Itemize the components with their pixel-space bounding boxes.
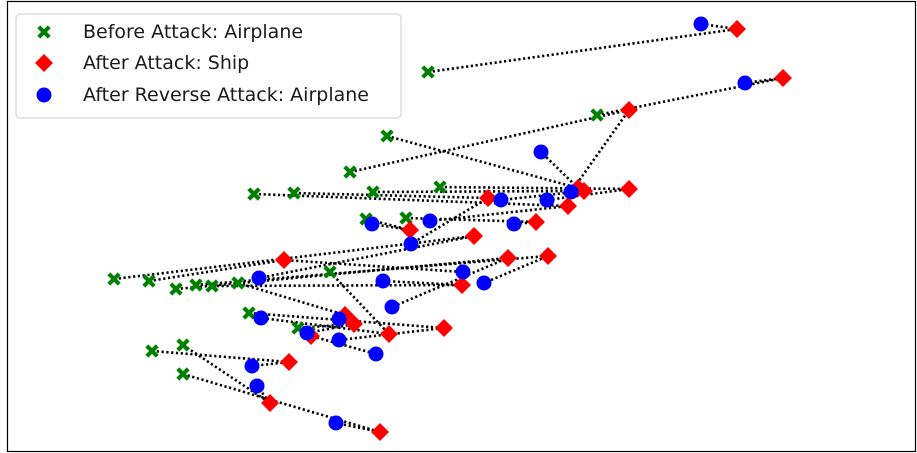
reverse-attack-marker [253,310,269,326]
reverse-attack-marker [493,192,509,208]
connector-line [427,22,738,74]
reverse-attack-marker [328,415,344,431]
reverse-attack-marker [251,270,267,286]
after-attack-marker [261,394,279,412]
before-attack-marker [399,211,413,225]
legend-box [15,13,402,119]
after-attack-marker [465,227,483,245]
before-attack-marker [287,186,301,200]
after-attack-marker [371,423,389,441]
before-attack-marker [189,278,203,292]
after-attack-marker [539,247,557,265]
after-attack-marker [499,249,517,267]
before-attack-marker [380,129,394,143]
after-attack-marker [435,319,453,337]
before-attack-marker [169,282,183,296]
marker-layer [107,16,792,441]
after-attack-marker [620,180,638,198]
connector-line [182,343,272,405]
legend-label-before: Before Attack: Airplane [83,21,303,43]
before-attack-marker [242,306,256,320]
reverse-attack-marker [533,144,549,160]
reverse-attack-marker [563,184,579,200]
legend: Before Attack: Airplane After Attack: Sh… [15,13,402,119]
after-attack-marker [559,197,577,215]
connector-line [297,322,355,335]
legend-x-icon [37,25,51,39]
after-attack-marker [575,182,593,200]
reverse-attack-marker [299,325,315,341]
before-attack-marker [145,344,159,358]
after-attack-marker [345,315,363,333]
reverse-attack-marker [331,332,347,348]
before-attack-marker [107,272,121,286]
after-attack-marker [527,213,545,231]
after-attack-marker [774,69,792,87]
after-attack-marker [280,353,298,371]
before-attack-marker [231,276,245,290]
reverse-attack-marker [249,378,265,394]
connector-line [175,256,509,309]
after-attack-marker [728,20,746,38]
reverse-attack-marker [384,299,400,315]
reverse-attack-marker [403,236,419,252]
connector-line [596,76,784,117]
reverse-attack-marker [693,16,709,32]
after-attack-marker [275,251,293,269]
legend-marker-after [35,54,53,72]
reverse-attack-marker [539,192,555,208]
legend-diamond-icon [35,54,53,72]
after-attack-marker [620,101,638,119]
legend-label-reverse: After Reverse Attack: Airplane [83,84,369,106]
after-attack-marker [479,189,497,207]
before-attack-marker [142,274,156,288]
legend-marker-reverse [36,87,52,103]
reverse-attack-marker [331,311,347,327]
before-attack-marker [247,187,261,201]
reverse-attack-marker [375,273,391,289]
before-attack-marker [343,165,357,179]
legend-marker-before [37,25,51,39]
reverse-attack-marker [455,264,471,280]
connector-line [195,254,549,287]
reverse-attack-marker [476,275,492,291]
after-attack-marker [453,276,471,294]
after-attack-marker [401,221,419,239]
before-attack-marker [323,265,337,279]
before-attack-marker [205,279,219,293]
before-attack-marker [590,108,604,122]
connector-line [182,372,381,434]
legend-label-after: After Attack: Ship [83,52,249,74]
reverse-attack-marker [737,75,753,91]
reverse-attack-marker [244,358,260,374]
after-attack-marker [380,325,398,343]
reverse-attack-marker [364,216,380,232]
before-attack-marker [433,180,447,194]
connector-line [248,311,445,342]
before-attack-marker [421,65,435,79]
before-attack-marker [366,185,380,199]
connector-line [113,234,475,281]
reverse-attack-marker [422,213,438,229]
reverse-attack-marker [368,346,384,362]
before-attack-marker [176,367,190,381]
legend-circle-icon [36,87,52,103]
reverse-attack-marker [506,216,522,232]
before-attack-marker [176,338,190,352]
